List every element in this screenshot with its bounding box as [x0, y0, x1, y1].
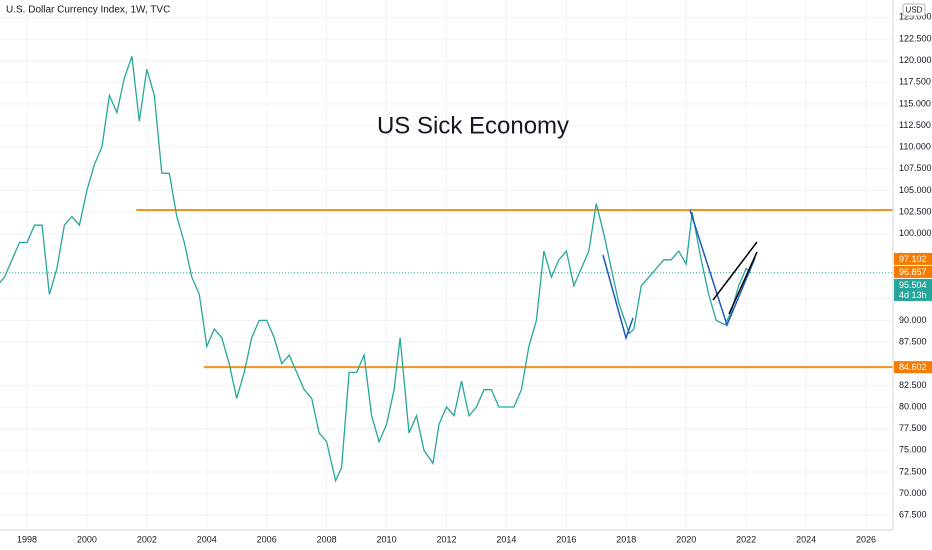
- price-tag: [894, 361, 932, 374]
- y-tick-label: 110.000: [899, 142, 931, 152]
- x-tick-label: 2022: [736, 534, 756, 544]
- y-tick-label: 75.000: [899, 445, 927, 455]
- x-tick-label: 2012: [436, 534, 456, 544]
- y-tick-label: 70.000: [899, 488, 927, 498]
- x-tick-label: 2004: [197, 534, 217, 544]
- price-tag: [894, 265, 932, 278]
- annotation: US Sick Economy: [377, 112, 569, 139]
- y-tick-label: 105.000: [899, 185, 932, 195]
- y-tick-label: 122.500: [899, 33, 932, 43]
- blue-trendline: [689, 209, 756, 328]
- price-tag-label: 95.504: [899, 280, 927, 290]
- grid: [0, 0, 893, 530]
- x-tick-label: 2020: [676, 534, 696, 544]
- y-tick-label: 112.500: [899, 120, 931, 130]
- y-tick-label: 117.500: [899, 77, 931, 87]
- drawings: [602, 209, 758, 341]
- x-tick-label: 2014: [496, 534, 516, 544]
- price-tag-label: 84.602: [899, 362, 927, 372]
- wedge-line: [712, 241, 758, 301]
- x-tick-label: 2018: [616, 534, 636, 544]
- y-tick-label: 77.500: [899, 423, 927, 433]
- x-tick-label: 2010: [377, 534, 397, 544]
- price-tag-label: 96.857: [899, 267, 927, 277]
- x-tick-label: 2000: [77, 534, 97, 544]
- price-tag: [894, 278, 932, 301]
- series: [0, 56, 752, 483]
- x-tick-label: 2016: [556, 534, 576, 544]
- x-tick-label: 2024: [796, 534, 816, 544]
- x-tick-label: 2006: [257, 534, 277, 544]
- x-tick-label: 2008: [317, 534, 337, 544]
- y-tick-label: 80.000: [899, 401, 927, 411]
- y-tick-label: 72.500: [899, 466, 927, 476]
- y-tick-label: 120.000: [899, 55, 932, 65]
- y-tick-label: 87.500: [899, 336, 927, 346]
- axes: 67.500 70.000 72.500 75.000 77.500 80.000 82.5…: [17, 12, 932, 545]
- blue-trendline: [602, 254, 634, 341]
- y-tick-label: 125.000: [899, 12, 932, 22]
- price-tag-label: 97.102: [899, 254, 927, 264]
- countdown: 4d 13h: [899, 290, 927, 300]
- y-tick-label: 107.500: [899, 163, 932, 173]
- y-tick-label: 67.500: [899, 510, 927, 520]
- currency-box: [902, 3, 926, 17]
- x-tick-label: 2026: [856, 534, 876, 544]
- y-tick-label: 82.500: [899, 380, 927, 390]
- currency: USD: [906, 6, 923, 15]
- price-tag: [894, 252, 932, 265]
- x-tick-label: 1998: [17, 534, 37, 544]
- y-tick-label: 115.000: [899, 98, 931, 108]
- x-tick-label: 2002: [137, 534, 157, 544]
- y-tick-label: 102.500: [899, 207, 932, 217]
- y-tick-label: 100.000: [899, 228, 932, 238]
- y-tick-label: 90.000: [899, 315, 927, 325]
- price-line: [0, 56, 752, 483]
- chart-title: U.S. Dollar Currency Index, 1W, TVC: [6, 5, 170, 16]
- wedge-line: [728, 251, 758, 315]
